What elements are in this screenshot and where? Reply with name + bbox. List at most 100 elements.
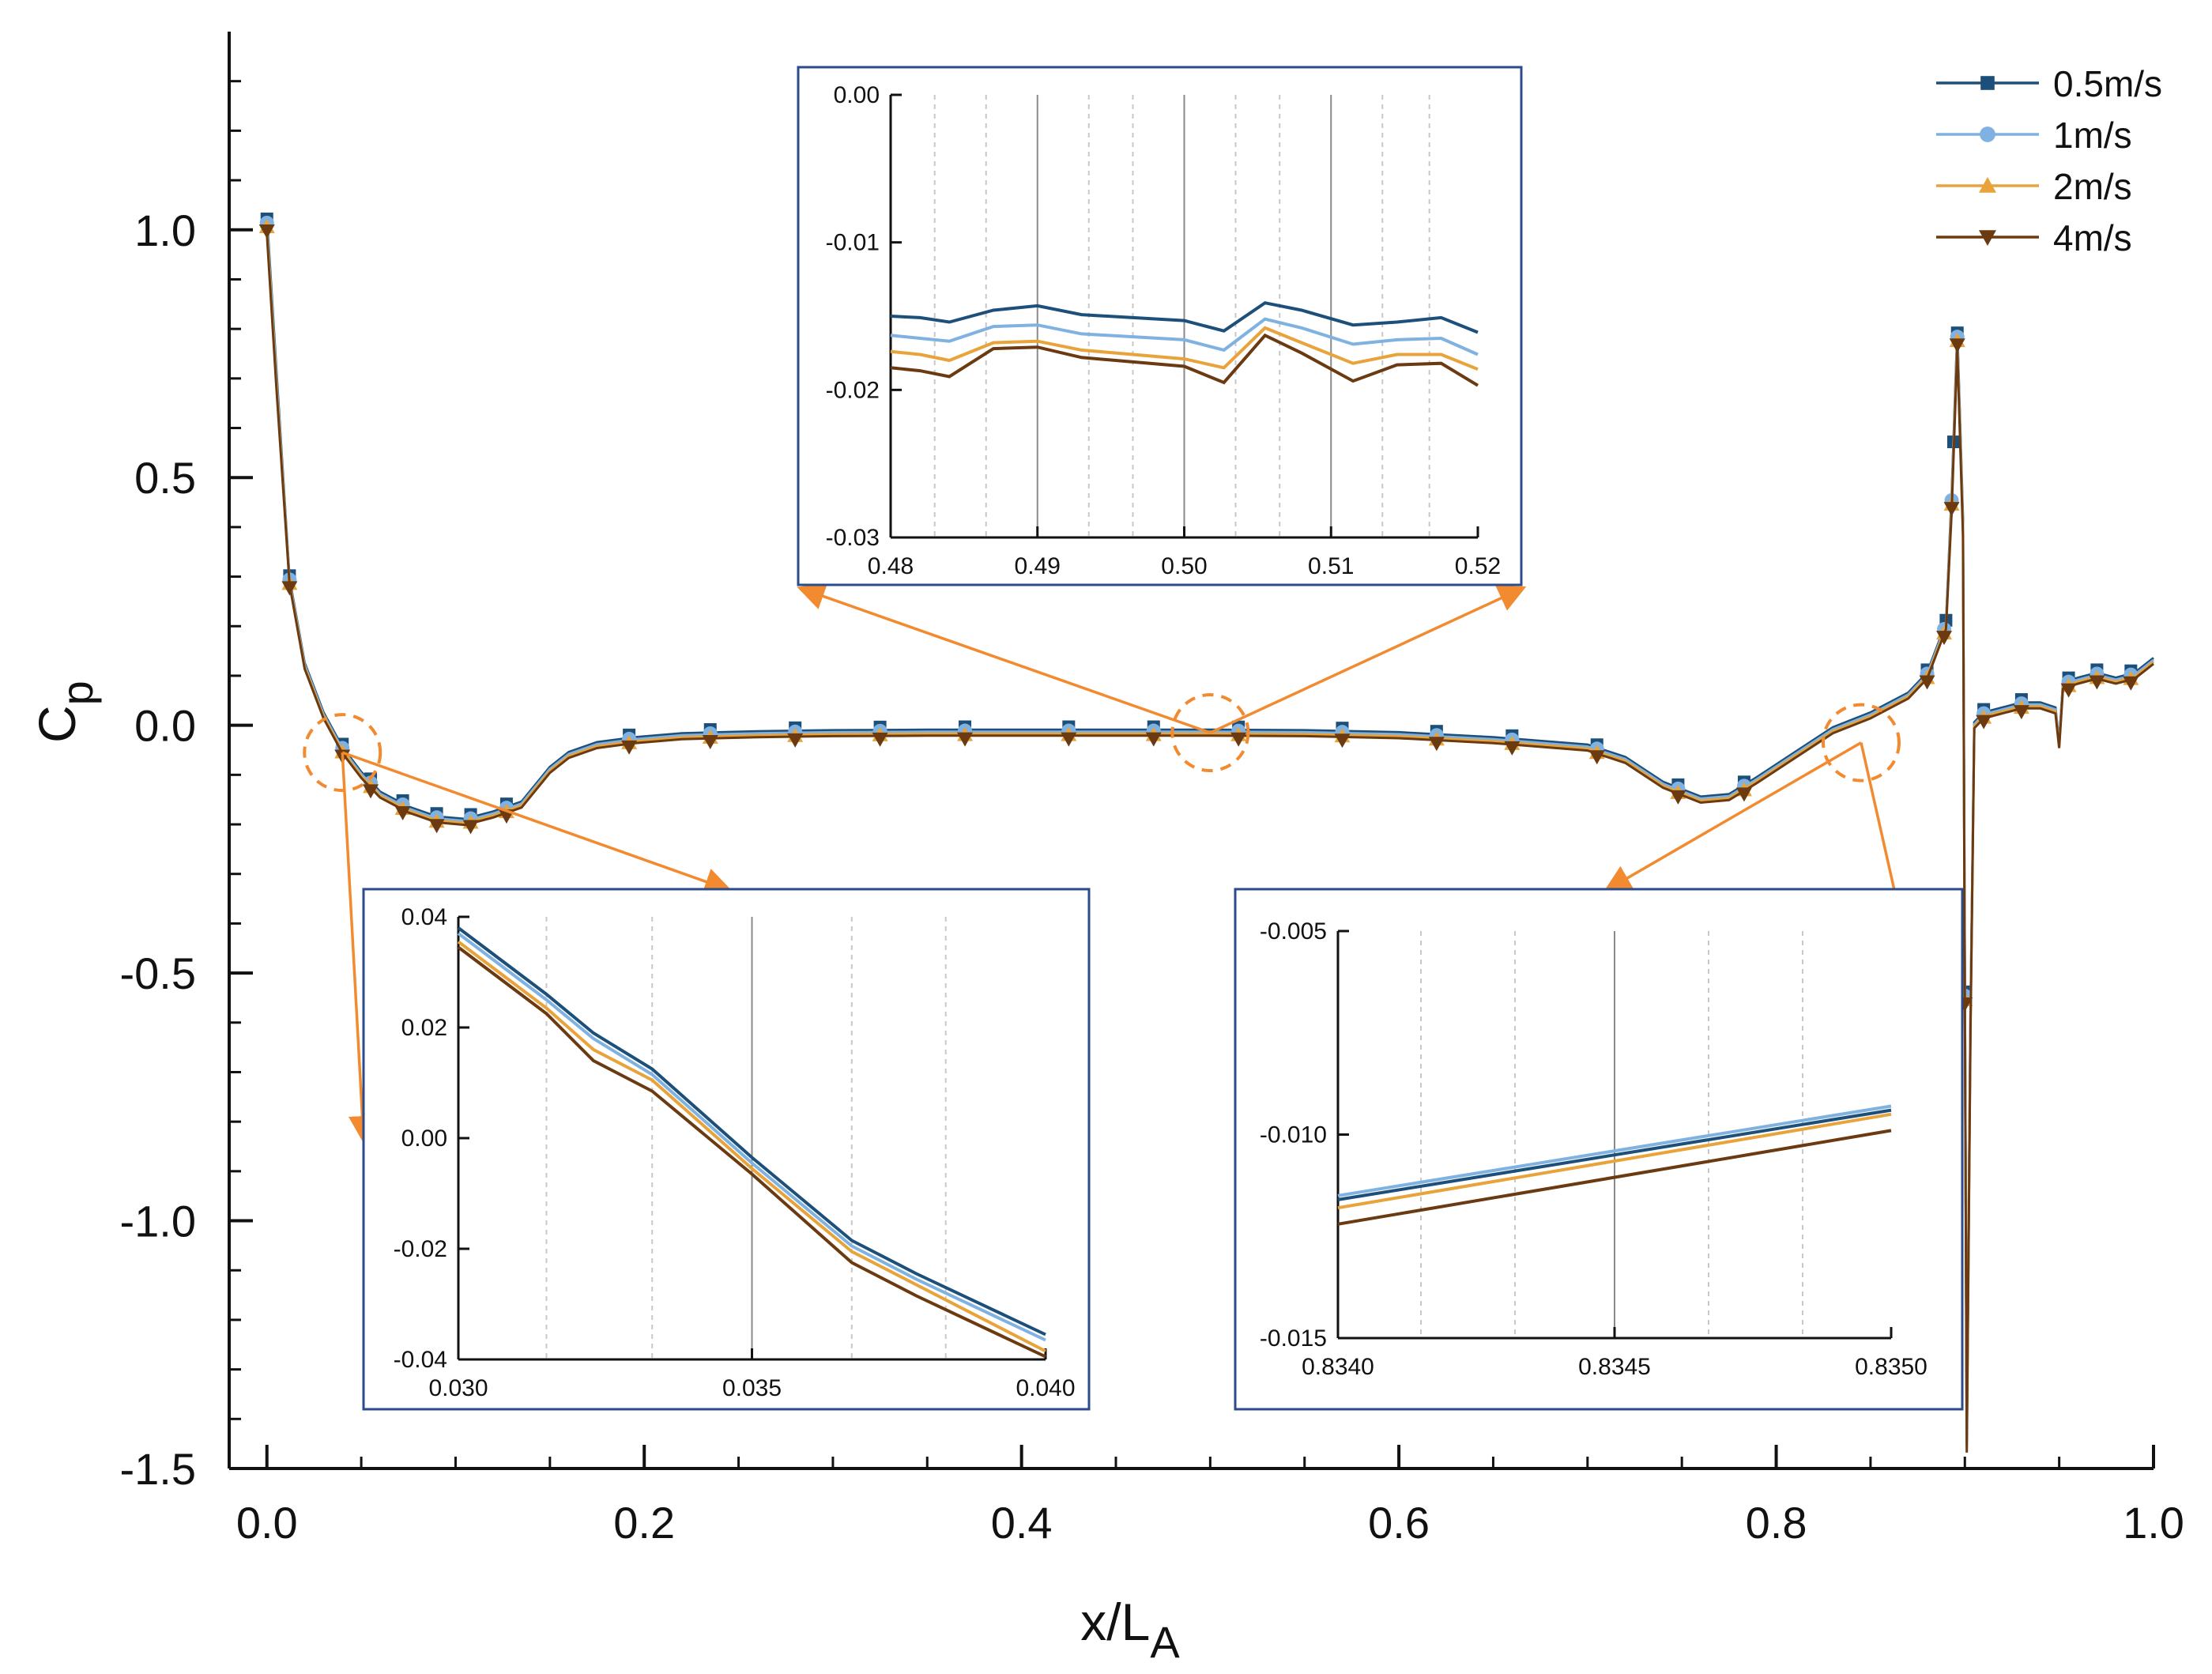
series-marker-4m/s	[1670, 790, 1686, 805]
y-axis-title-main: C	[28, 705, 86, 743]
series-marker-4m/s	[462, 820, 479, 835]
zoom-arrow-1-1	[341, 751, 733, 895]
inset-right-frame	[1234, 888, 1964, 1411]
zoom-circle-2	[1821, 703, 1901, 782]
inset-top-line-2m/s	[890, 326, 1479, 371]
series-marker-4m/s	[258, 224, 275, 239]
series-marker-4m/s	[1943, 502, 1960, 517]
series-marker-4m/s	[1919, 675, 1935, 690]
inset-top-line-0.5m/s	[890, 301, 1479, 334]
series-marker-4m/s	[621, 740, 638, 755]
series-marker-4m/s	[1145, 732, 1162, 747]
inset-right-line-2m/s	[1337, 1112, 1892, 1210]
inset-top: 0.48 0.49 0.50 0.51 0.52 0.00 -0.01 -0.02 -0.03	[797, 66, 1523, 586]
zoom-arrow-1-0	[341, 752, 376, 1144]
series-marker-4m/s	[281, 581, 298, 596]
inset-top-x-tick-label: 0.49	[1015, 553, 1061, 579]
series-line-0.5m/s	[266, 216, 2154, 1435]
inset-top-x-tick-label: 0.50	[1161, 553, 1207, 579]
series-marker-4m/s	[363, 784, 379, 799]
x-tick-label: 0.2	[613, 1498, 675, 1548]
inset-right-y-tick-label: -0.010	[1260, 1122, 1327, 1148]
y-tick-label: 0.0	[134, 701, 196, 751]
inset-top-y-tick-label: -0.03	[826, 525, 880, 551]
axis-titles: x/LA Cp	[28, 681, 1180, 1667]
inset-top-x-tick-label: 0.51	[1308, 553, 1354, 579]
legend: 0.5m/s 1m/s 2m/s 4m/s	[1936, 63, 2162, 258]
series-marker-4m/s	[1061, 732, 1077, 747]
series-marker-4m/s	[1936, 631, 1953, 646]
inset-left-y-tick-label: 0.02	[401, 1015, 447, 1041]
x-tick-label: 0.4	[991, 1498, 1053, 1548]
inset-left-y-tick-label: -0.02	[394, 1236, 447, 1262]
inset-right-x-tick-label: 0.8345	[1578, 1354, 1651, 1380]
legend-marker-0.5m/s	[1980, 76, 1995, 90]
series-line-4m/s	[266, 233, 2154, 1453]
inset-left-y-tick-label: -0.04	[394, 1347, 447, 1373]
legend-marker-2m/s	[1979, 177, 1996, 193]
zoom-arrow-2-0	[1603, 741, 1862, 892]
insets: 0.48 0.49 0.50 0.51 0.520.00-0.01-0.02-0.030…	[362, 66, 1964, 1411]
legend-label: 0.5m/s	[2053, 63, 2162, 104]
inset-right-x-tick-label: 0.8350	[1855, 1354, 1927, 1380]
series-marker-4m/s	[2013, 705, 2029, 720]
x-tick-label: 0.8	[1746, 1498, 1807, 1548]
inset-top-y-tick-label: -0.02	[826, 377, 880, 403]
inset-right-x-tick-label: 0.8340	[1302, 1354, 1374, 1380]
series-marker-4m/s	[702, 735, 718, 750]
inset-left-x-tick-label: 0.040	[1016, 1375, 1075, 1401]
y-tick-label: 0.5	[134, 453, 196, 503]
series-marker-4m/s	[957, 732, 974, 747]
series-marker-4m/s	[428, 819, 445, 834]
series-marker-4m/s	[2060, 683, 2077, 698]
legend-label: 4m/s	[2053, 217, 2132, 258]
inset-left-line-1m/s	[457, 932, 1046, 1342]
legend-marker-1m/s	[1980, 126, 1995, 142]
inset-top-line-1m/s	[890, 317, 1479, 356]
x-axis-title: x/LA	[1080, 1593, 1180, 1667]
y-axis-title-sub: p	[52, 681, 102, 705]
zoom-circle-0	[1170, 693, 1250, 773]
series-marker-4m/s	[1334, 733, 1351, 748]
x-axis-title-sub: A	[1150, 1617, 1180, 1667]
inset-top-x-tick-label: 0.52	[1455, 553, 1501, 579]
series-marker-4m/s	[872, 732, 888, 747]
series-marker-4m/s	[1949, 338, 1965, 353]
series-line-1m/s	[266, 221, 2154, 1441]
series-marker-4m/s	[1504, 741, 1521, 756]
series-marker-4m/s	[2089, 675, 2105, 690]
y-tick-label: -1.5	[120, 1444, 197, 1494]
zoom-arrow-0-1	[1209, 585, 1527, 734]
inset-top-line-4m/s	[890, 333, 1479, 387]
series-marker-4m/s	[1735, 787, 1752, 802]
inset-left-x-tick-label: 0.035	[722, 1375, 782, 1401]
legend-label: 2m/s	[2053, 166, 2132, 207]
inset-left-x-tick-label: 0.030	[428, 1375, 488, 1401]
inset-top-y-tick-label: -0.01	[826, 230, 880, 256]
inset-left: 0.030 0.035 0.040 0.04 0.02 0.00 -0.02 -0.04	[362, 888, 1091, 1411]
x-tick-label: 0.6	[1368, 1498, 1430, 1548]
x-tick-label: 0.0	[236, 1498, 298, 1548]
series-marker-4m/s	[394, 805, 411, 820]
main-axes: 0.0 0.2 0.4 0.6 0.8 1.0 1.0 0.5 0.0 -0.5 -1.0 -1.5	[120, 32, 2184, 1548]
series-marker-4m/s	[1976, 714, 1992, 730]
legend-label: 1m/s	[2053, 115, 2132, 156]
y-axis-title: Cp	[28, 681, 102, 743]
inset-left-line-0.5m/s	[457, 926, 1046, 1337]
series-marker-4m/s	[1588, 750, 1605, 765]
inset-left-frame	[362, 888, 1091, 1411]
inset-top-frame	[797, 66, 1523, 586]
series-line-2m/s	[266, 228, 2154, 1447]
inset-right-y-tick-label: -0.005	[1260, 918, 1327, 944]
inset-right-y-tick-label: -0.015	[1260, 1325, 1327, 1352]
series-marker-4m/s	[2123, 676, 2139, 691]
y-tick-label: -0.5	[120, 948, 197, 998]
y-tick-label: 1.0	[134, 205, 196, 255]
inset-left-y-tick-label: 0.04	[401, 904, 447, 930]
inset-top-x-tick-label: 0.48	[868, 553, 914, 579]
x-tick-label: 1.0	[2123, 1498, 2184, 1548]
inset-right-line-4m/s	[1337, 1129, 1892, 1226]
main-curves	[258, 212, 2154, 1453]
inset-left-line-4m/s	[457, 945, 1046, 1359]
inset-left-line-2m/s	[457, 940, 1046, 1353]
